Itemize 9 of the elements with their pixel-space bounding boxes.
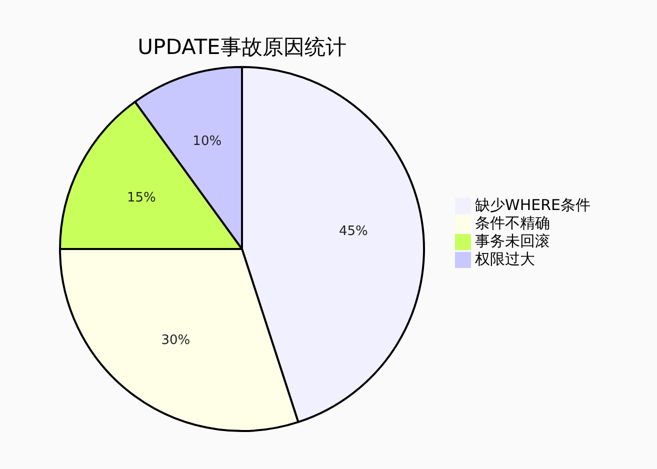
data-label: 30% <box>161 332 190 348</box>
legend-label: 权限过大 <box>474 250 535 268</box>
legend-label: 条件不精确 <box>475 214 550 232</box>
data-label: 15% <box>127 190 156 206</box>
legend-label: 事务未回滚 <box>475 232 550 250</box>
slice-label: 缺少WHERE条件 <box>475 196 590 214</box>
chart-title: UPDATE事故原因统计 <box>138 35 346 59</box>
data-label: 45% <box>339 224 368 239</box>
data-label: 10% <box>192 134 222 150</box>
